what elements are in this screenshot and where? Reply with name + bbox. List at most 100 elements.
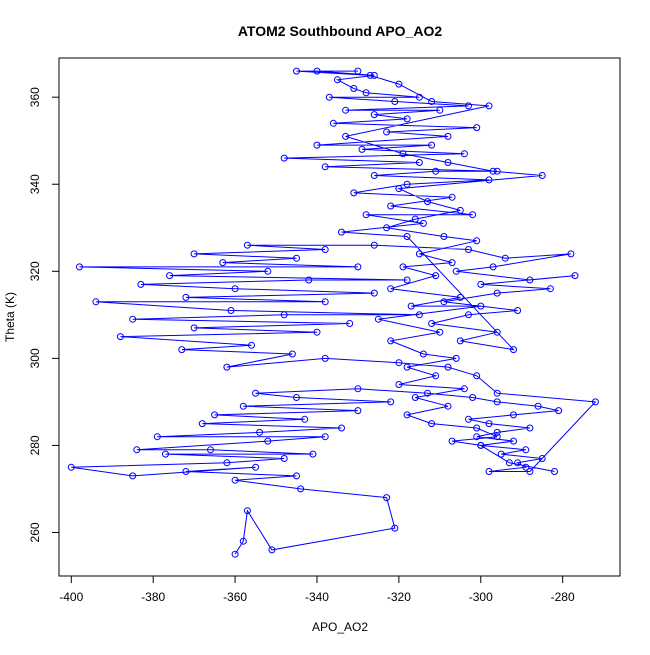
data-point bbox=[182, 468, 190, 475]
series-layer bbox=[67, 67, 599, 558]
x-tick-label: -340 bbox=[305, 590, 329, 604]
data-point bbox=[493, 389, 501, 397]
data-point bbox=[448, 259, 456, 267]
data-point bbox=[370, 172, 378, 179]
data-point bbox=[243, 241, 251, 249]
data-point bbox=[526, 276, 534, 284]
data-point bbox=[551, 468, 558, 475]
data-point bbox=[538, 455, 546, 462]
data-point bbox=[325, 93, 333, 101]
data-point bbox=[207, 446, 214, 454]
data-point bbox=[92, 298, 100, 306]
data-point bbox=[456, 293, 464, 301]
data-point bbox=[391, 524, 399, 532]
data-point bbox=[436, 106, 444, 114]
data-point bbox=[321, 163, 329, 171]
data-point bbox=[67, 463, 75, 471]
data-point bbox=[288, 350, 296, 358]
y-tick-label: 360 bbox=[28, 87, 42, 107]
data-point bbox=[456, 337, 464, 345]
data-point bbox=[293, 394, 300, 401]
data-point bbox=[374, 315, 382, 323]
data-point bbox=[452, 267, 460, 275]
data-point bbox=[362, 211, 370, 219]
data-point bbox=[350, 85, 358, 92]
data-point bbox=[591, 398, 599, 406]
data-point bbox=[252, 463, 260, 471]
data-point bbox=[526, 468, 534, 475]
data-point bbox=[313, 141, 321, 149]
data-point bbox=[309, 450, 317, 458]
data-point bbox=[338, 424, 345, 432]
data-point bbox=[428, 420, 436, 428]
data-point bbox=[403, 180, 411, 188]
data-point bbox=[280, 154, 288, 162]
data-point bbox=[354, 67, 362, 75]
x-tick-label: -380 bbox=[141, 590, 165, 604]
data-point bbox=[403, 411, 411, 419]
data-point bbox=[252, 389, 260, 397]
data-point bbox=[403, 276, 411, 284]
data-point bbox=[231, 476, 239, 484]
data-point bbox=[346, 320, 354, 327]
series-line bbox=[71, 70, 597, 555]
data-point bbox=[469, 211, 477, 219]
data-point bbox=[436, 328, 444, 336]
data-point bbox=[460, 150, 468, 158]
data-point bbox=[280, 311, 288, 319]
x-axis-label: APO_AO2 bbox=[312, 620, 368, 634]
data-point bbox=[411, 394, 419, 401]
data-point bbox=[313, 328, 321, 336]
data-point bbox=[219, 259, 227, 267]
data-point bbox=[293, 67, 300, 75]
data-point bbox=[182, 293, 190, 301]
data-point bbox=[534, 402, 542, 410]
chart-title: ATOM2 Southbound APO_AO2 bbox=[238, 23, 443, 39]
data-point bbox=[190, 324, 198, 332]
data-point bbox=[415, 159, 423, 166]
data-point bbox=[387, 285, 395, 293]
data-point bbox=[465, 415, 472, 423]
y-axis: 260 280 300 320 340 360 bbox=[28, 87, 60, 542]
data-point bbox=[485, 102, 493, 110]
data-point bbox=[362, 89, 370, 97]
data-point bbox=[465, 246, 472, 253]
data-point bbox=[223, 363, 231, 371]
data-point bbox=[395, 381, 403, 388]
data-point bbox=[419, 350, 427, 358]
data-point bbox=[473, 237, 481, 245]
data-point bbox=[432, 272, 440, 280]
data-point bbox=[227, 307, 235, 314]
data-point bbox=[510, 346, 517, 354]
data-point bbox=[334, 76, 341, 84]
data-point bbox=[522, 463, 530, 471]
data-point bbox=[129, 472, 137, 480]
data-point bbox=[383, 128, 391, 136]
data-point bbox=[473, 372, 481, 380]
data-point bbox=[444, 402, 452, 410]
data-point bbox=[137, 280, 145, 288]
data-point bbox=[268, 546, 276, 554]
data-point bbox=[489, 167, 497, 175]
data-point bbox=[178, 346, 186, 354]
data-point bbox=[76, 263, 83, 271]
y-tick-label: 280 bbox=[28, 435, 42, 455]
data-point bbox=[211, 411, 219, 419]
data-point bbox=[190, 250, 198, 258]
data-point bbox=[243, 507, 251, 515]
data-point bbox=[129, 315, 137, 323]
data-point bbox=[493, 289, 501, 297]
data-point bbox=[395, 185, 403, 193]
data-point bbox=[452, 354, 460, 362]
data-point bbox=[419, 219, 427, 227]
data-point bbox=[403, 115, 411, 123]
data-point bbox=[387, 337, 395, 345]
y-tick-label: 320 bbox=[28, 261, 42, 281]
data-point bbox=[383, 224, 391, 232]
data-point bbox=[370, 71, 378, 79]
data-point bbox=[477, 280, 485, 288]
data-point bbox=[358, 145, 366, 153]
